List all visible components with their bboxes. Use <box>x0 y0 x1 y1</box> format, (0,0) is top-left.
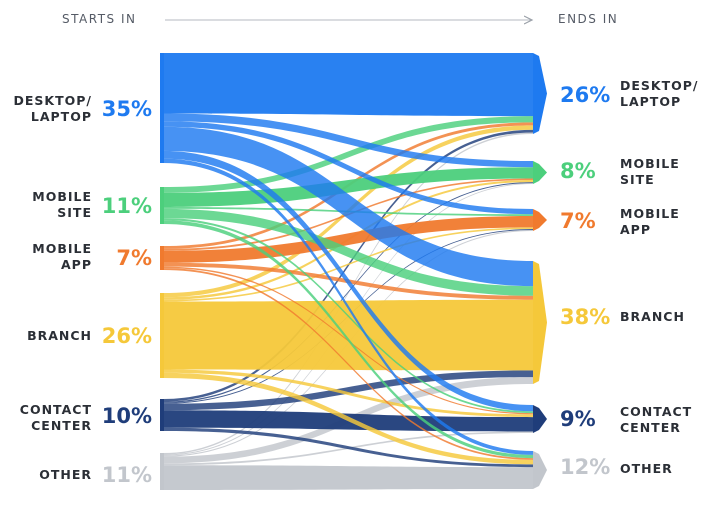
right-label-contact-center: CONTACT CENTER <box>620 404 693 435</box>
right-pct-mobile-app: 7% <box>560 209 596 233</box>
left-pct-contact-center: 10% <box>101 404 152 428</box>
right-node-branch <box>533 261 547 384</box>
right-pct-other: 12% <box>560 455 611 479</box>
left-node-contact <box>160 399 164 431</box>
flow-msite-to-desktop <box>163 116 533 193</box>
right-node-desktop <box>533 53 547 134</box>
right-label-mobile-site: MOBILE SITE <box>620 156 680 187</box>
flow-ribbons <box>163 53 533 490</box>
flow-desktop-to-desktop <box>163 53 533 117</box>
left-label-other: OTHER <box>39 467 92 482</box>
left-node-branch <box>160 293 164 378</box>
flow-mapp-to-other <box>163 268 533 460</box>
flow-branch-to-mapp <box>163 227 533 302</box>
flow-desktop-to-mapp <box>163 121 533 215</box>
right-node-contact <box>533 405 547 433</box>
left-node-msite <box>160 187 164 224</box>
flow-mapp-to-mapp <box>163 215 533 263</box>
left-node-mapp <box>160 246 164 270</box>
right-pct-mobile-site: 8% <box>560 159 596 183</box>
left-node-desktop <box>160 53 164 163</box>
node-bars <box>160 53 547 490</box>
flow-msite-to-branch <box>163 208 533 296</box>
right-label-desktop: DESKTOP/LAPTOP <box>620 78 699 109</box>
flow-msite-to-other <box>163 220 533 459</box>
right-node-msite <box>533 161 547 184</box>
flow-contact-to-desktop <box>163 129 533 402</box>
right-node-mapp <box>533 209 547 231</box>
left-pct-mobile-app: 7% <box>116 246 152 270</box>
flow-desktop-to-contact <box>163 150 533 412</box>
flow-desktop-to-branch <box>163 126 533 287</box>
flow-branch-to-other <box>163 372 533 465</box>
starts-in-label: STARTS IN <box>62 12 137 26</box>
right-label-other: OTHER <box>620 461 673 476</box>
flow-branch-to-contact <box>163 369 533 418</box>
flow-other-to-other <box>163 465 533 490</box>
left-label-branch: BRANCH <box>27 328 92 343</box>
left-pct-desktop: 35% <box>101 97 152 121</box>
left-node-other <box>160 453 164 490</box>
left-pct-branch: 26% <box>101 324 152 348</box>
flow-msite-to-msite <box>163 167 533 207</box>
right-label-mobile-app: MOBILE APP <box>620 206 680 237</box>
left-label-mobile-site: MOBILE SITE <box>32 189 92 220</box>
left-pct-mobile-site: 11% <box>101 194 152 218</box>
left-pct-other: 11% <box>101 463 152 487</box>
left-label-mobile-app: MOBILE APP <box>32 241 92 272</box>
right-node-other <box>533 451 547 489</box>
left-label-desktop: DESKTOP/LAPTOP <box>13 93 92 124</box>
flow-msite-to-contact <box>163 218 533 414</box>
flow-contact-to-other <box>163 427 533 468</box>
flow-contact-to-msite <box>163 182 533 403</box>
flow-desktop-to-msite <box>163 113 533 168</box>
right-pct-desktop: 26% <box>560 83 611 107</box>
ends-in-label: ENDS IN <box>558 12 619 26</box>
flow-desktop-to-other <box>163 158 533 455</box>
right-pct-branch: 38% <box>560 305 611 329</box>
flow-branch-to-branch <box>163 299 533 371</box>
flow-other-to-desktop <box>163 132 533 455</box>
right-label-branch: BRANCH <box>620 309 685 324</box>
left-label-contact-center: CONTACT CENTER <box>19 402 92 433</box>
right-pct-contact-center: 9% <box>560 407 596 431</box>
